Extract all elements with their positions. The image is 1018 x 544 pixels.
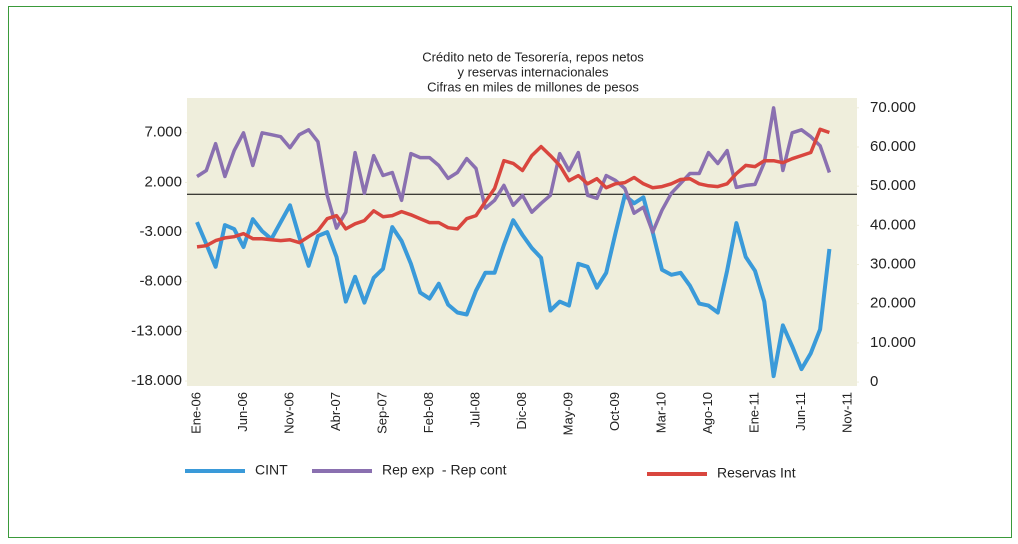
legend-label: Reservas Int xyxy=(717,465,796,481)
x-tick-label: Feb-08 xyxy=(421,392,436,433)
plot-area xyxy=(187,98,857,386)
x-tick-label: May-09 xyxy=(560,392,575,435)
x-tick-label: Nov-06 xyxy=(281,392,296,434)
y-tick-label: -8.000 xyxy=(139,273,182,290)
y-tick-label: 2.000 xyxy=(144,173,182,190)
x-tick-label: Ene-11 xyxy=(746,392,761,433)
y2-tick-label: 60.000 xyxy=(870,138,916,155)
x-tick-label: Sep-07 xyxy=(374,392,389,434)
x-tick-label: Nov-11 xyxy=(839,392,854,433)
series-line xyxy=(196,106,832,234)
y2-tick-label: 50.000 xyxy=(870,177,916,194)
x-tick-label: Abr-07 xyxy=(328,392,343,431)
y2-tick-label: 10.000 xyxy=(870,334,916,351)
chart-title: y reservas internacionales xyxy=(457,64,609,79)
y-tick-label: 7.000 xyxy=(144,124,182,141)
x-tick-label: Jul-08 xyxy=(467,392,482,427)
x-tick-label: Dic-08 xyxy=(514,392,529,430)
y-tick-label: -13.000 xyxy=(131,322,182,339)
x-tick-label: Ene-06 xyxy=(188,392,203,434)
y-tick-label: -18.000 xyxy=(131,372,182,389)
legend-label: Rep exp - Rep cont xyxy=(382,462,507,478)
y2-tick-label: 0 xyxy=(870,373,878,390)
series-line xyxy=(195,193,832,379)
x-tick-label: Jun-06 xyxy=(235,392,250,432)
y2-tick-label: 30.000 xyxy=(870,255,916,272)
y-tick-label: -3.000 xyxy=(139,223,182,240)
x-tick-label: Mar-10 xyxy=(653,392,668,433)
x-tick-label: Jun-11 xyxy=(793,392,808,431)
chart-title: Crédito neto de Tesorería, repos netos xyxy=(422,49,644,64)
x-tick-label: Ago-10 xyxy=(700,392,715,434)
series-line xyxy=(196,127,830,249)
y2-tick-label: 40.000 xyxy=(870,216,916,233)
y2-tick-label: 70.000 xyxy=(870,99,916,116)
chart-title: Cifras en miles de millones de pesos xyxy=(427,79,639,94)
legend-label: CINT xyxy=(255,462,288,478)
y2-tick-label: 20.000 xyxy=(870,295,916,312)
x-tick-label: Oct-09 xyxy=(607,392,622,431)
